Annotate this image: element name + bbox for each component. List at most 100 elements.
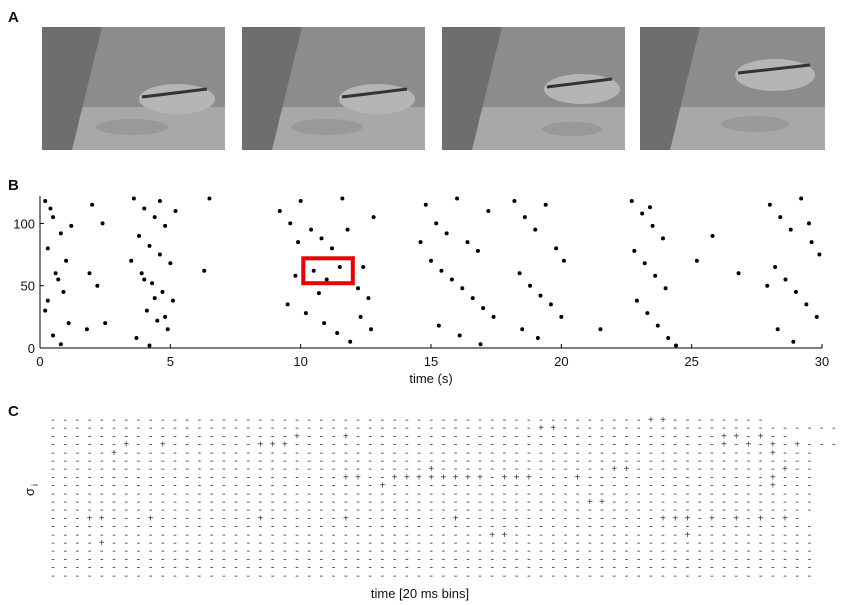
spike	[147, 243, 152, 248]
spike	[157, 252, 162, 257]
state-row: ----------------------------------------…	[50, 572, 819, 583]
spike	[147, 343, 152, 348]
spike	[632, 248, 637, 253]
spike	[814, 314, 819, 319]
spike	[103, 321, 108, 326]
y-label-subscript: i	[30, 484, 40, 486]
spike	[522, 215, 527, 220]
spike	[444, 231, 449, 236]
state-row: ----------------------------------------…	[50, 506, 819, 517]
spike	[160, 289, 165, 294]
spike	[436, 323, 441, 328]
spike	[129, 258, 134, 263]
spike	[134, 336, 139, 341]
spike	[470, 296, 475, 301]
x-tick-label: 10	[293, 354, 307, 369]
spike	[481, 306, 486, 311]
spike	[457, 333, 462, 338]
highlight-box	[301, 256, 355, 286]
spike	[152, 296, 157, 301]
state-row: ------------------------++--++++++++-+++…	[50, 473, 819, 484]
spike	[775, 327, 780, 332]
spike	[335, 331, 340, 336]
spike	[358, 314, 363, 319]
spike	[131, 196, 136, 201]
spike	[58, 342, 63, 347]
spike	[478, 342, 483, 347]
spike	[45, 246, 50, 251]
spike	[434, 221, 439, 226]
spike	[778, 215, 783, 220]
spike	[765, 283, 770, 288]
spike	[642, 261, 647, 266]
spike	[694, 258, 699, 263]
frame	[242, 27, 425, 150]
spike	[655, 323, 660, 328]
spike	[316, 291, 321, 296]
y-tick-label: 0	[28, 341, 35, 356]
spike	[61, 289, 66, 294]
spike	[369, 327, 374, 332]
spike	[491, 314, 496, 319]
spike	[535, 336, 540, 341]
spike	[45, 298, 50, 303]
x-tick-label: 0	[36, 354, 43, 369]
spike	[322, 321, 327, 326]
spike	[150, 281, 155, 286]
spike	[543, 202, 548, 207]
spike	[455, 196, 460, 201]
state-row: ----------------------------------------…	[50, 555, 819, 566]
panel-label: A	[8, 9, 19, 26]
spike	[309, 227, 314, 232]
state-row: ------+--+-------+++--------------------…	[50, 441, 841, 452]
state-row: ---------------------------+------------…	[50, 482, 819, 493]
spike	[629, 198, 634, 203]
spike	[207, 196, 212, 201]
spike	[202, 268, 207, 273]
state-row: ----------------------------------------…	[50, 547, 819, 558]
spike	[296, 240, 301, 245]
spike	[423, 202, 428, 207]
x-tick-label: 20	[554, 354, 568, 369]
spike	[277, 208, 282, 213]
panel-label: C	[8, 403, 19, 420]
x-tick-label: 30	[815, 354, 829, 369]
spike	[163, 314, 168, 319]
y-axis-label: σ i	[22, 484, 40, 496]
spike	[660, 236, 665, 241]
spike	[799, 196, 804, 201]
spike	[165, 327, 170, 332]
spike	[449, 277, 454, 282]
spike	[486, 208, 491, 213]
frame	[42, 27, 225, 150]
spike	[340, 196, 345, 201]
spike	[285, 302, 290, 307]
state-row: ----------------------------------------…	[50, 490, 819, 501]
x-axis-label: time [20 ms bins]	[371, 586, 469, 601]
spike	[674, 343, 679, 348]
spike	[51, 333, 56, 338]
spike	[64, 258, 69, 263]
spike	[512, 198, 517, 203]
spike	[356, 286, 361, 291]
spike	[348, 339, 353, 344]
spike	[173, 208, 178, 213]
x-tick-label: 25	[684, 354, 698, 369]
state-row: ----------------------------------------…	[50, 416, 770, 427]
state-row: ----------------------------------------…	[50, 498, 819, 509]
spike	[791, 339, 796, 344]
spike	[538, 293, 543, 298]
spike	[460, 286, 465, 291]
spike	[736, 271, 741, 276]
y-label-symbol: σ	[22, 488, 37, 496]
spike	[95, 283, 100, 288]
spike	[793, 289, 798, 294]
state-row: ---++---+--------+------+--------+------…	[50, 514, 806, 525]
spike	[783, 277, 788, 282]
spike	[337, 265, 342, 270]
spike	[288, 221, 293, 226]
spike	[809, 240, 814, 245]
spike	[56, 277, 61, 282]
spike	[640, 211, 645, 216]
frame	[442, 27, 625, 150]
